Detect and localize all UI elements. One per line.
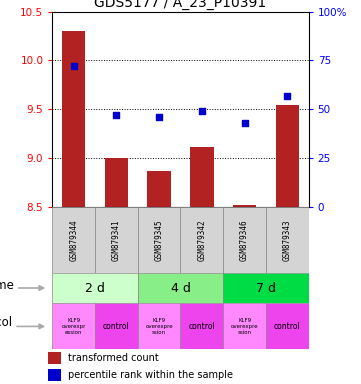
Text: GSM879344: GSM879344 [69, 219, 78, 261]
Bar [105, 159, 128, 207]
Text: GSM879342: GSM879342 [197, 219, 206, 261]
Bar [266, 207, 309, 273]
Point [113, 112, 119, 118]
Bar [52, 207, 95, 273]
Title: GDS5177 / A_23_P10391: GDS5177 / A_23_P10391 [94, 0, 267, 10]
Text: KLF9
overexpre
ssion: KLF9 overexpre ssion [231, 318, 258, 335]
Text: KLF9
overexpre
ssion: KLF9 overexpre ssion [145, 318, 173, 335]
Text: GSM879346: GSM879346 [240, 219, 249, 261]
Point [284, 93, 290, 99]
Point [199, 108, 205, 114]
Bar [138, 273, 223, 303]
Bar [190, 147, 214, 207]
Point [156, 114, 162, 120]
Bar [223, 303, 266, 349]
Point [71, 63, 77, 70]
Bar [95, 207, 138, 273]
Text: transformed count: transformed count [68, 353, 158, 363]
Bar [52, 273, 138, 303]
Bar [180, 207, 223, 273]
Bar [233, 205, 256, 207]
Bar [138, 207, 180, 273]
Point [242, 120, 247, 126]
Bar [266, 303, 309, 349]
Text: 4 d: 4 d [170, 281, 191, 295]
Text: 7 d: 7 d [256, 281, 276, 295]
Text: protocol: protocol [0, 316, 13, 329]
Bar [48, 352, 61, 364]
Bar [52, 303, 95, 349]
Text: percentile rank within the sample: percentile rank within the sample [68, 370, 233, 381]
Bar [223, 207, 266, 273]
Bar [62, 31, 86, 207]
Text: control: control [188, 322, 215, 331]
Text: control: control [103, 322, 130, 331]
Bar [48, 369, 61, 381]
Bar [138, 303, 180, 349]
Bar [147, 171, 171, 207]
Text: KLF9
overexpr
ession: KLF9 overexpr ession [61, 318, 86, 335]
Bar [223, 273, 309, 303]
Bar [180, 303, 223, 349]
Text: GSM879345: GSM879345 [155, 219, 164, 261]
Text: control: control [274, 322, 301, 331]
Text: 2 d: 2 d [85, 281, 105, 295]
Text: time: time [0, 279, 15, 292]
Bar [95, 303, 138, 349]
Bar [275, 104, 299, 207]
Text: GSM879343: GSM879343 [283, 219, 292, 261]
Text: GSM879341: GSM879341 [112, 219, 121, 261]
